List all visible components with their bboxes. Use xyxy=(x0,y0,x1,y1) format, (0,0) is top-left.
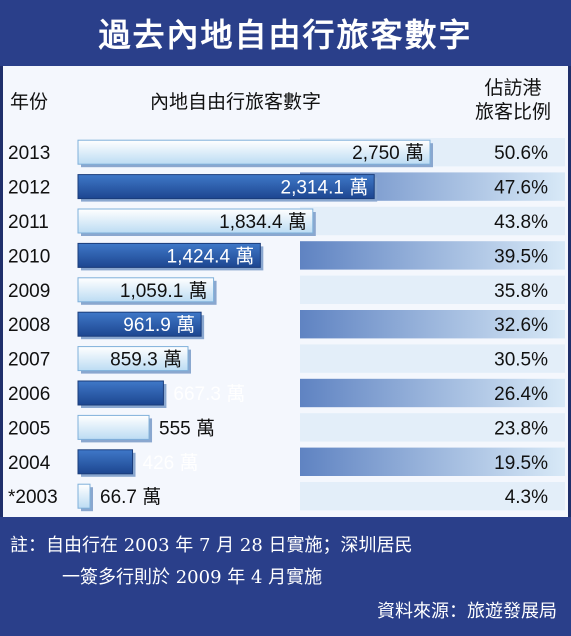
value-label: 1,059.1 萬 xyxy=(120,280,208,302)
bar xyxy=(77,346,189,372)
share-label: 35.8% xyxy=(494,281,548,302)
bar xyxy=(77,174,375,200)
year-label: 2005 xyxy=(8,418,50,439)
bar xyxy=(77,242,261,268)
bar xyxy=(77,277,215,303)
value-label: 2,750 萬 xyxy=(352,142,424,164)
year-label: 2007 xyxy=(8,350,50,371)
share-band xyxy=(300,310,565,339)
year-label: 2013 xyxy=(8,143,50,164)
share-band xyxy=(300,344,565,373)
value-label: 2,314.1 萬 xyxy=(281,177,369,199)
share-band xyxy=(300,447,565,476)
share-label: 23.8% xyxy=(494,418,548,439)
bar xyxy=(77,483,91,509)
value-label: 859.3 萬 xyxy=(110,349,182,371)
year-label: 2012 xyxy=(8,178,50,199)
value-label: 426 萬 xyxy=(143,452,199,474)
share-band xyxy=(300,378,565,408)
share-band xyxy=(300,482,565,511)
chart-title: 過去內地自由行旅客數字 xyxy=(0,0,571,66)
bar xyxy=(77,139,431,165)
share-column-header: 佔訪港 旅客比例 xyxy=(463,70,563,130)
year-label: 2008 xyxy=(8,315,50,336)
share-band xyxy=(300,241,565,270)
year-label: 2006 xyxy=(8,384,50,405)
share-label: 39.5% xyxy=(494,246,548,267)
bar xyxy=(77,449,134,475)
source-credit: 資料來源：旅遊發展局 xyxy=(377,601,557,622)
bar xyxy=(77,380,164,406)
visitors-column-header: 內地自由行旅客數字 xyxy=(150,90,322,113)
bar xyxy=(77,311,202,337)
year-label: 2009 xyxy=(8,281,50,302)
share-band xyxy=(300,275,565,304)
bar xyxy=(77,414,150,440)
share-label: 47.6% xyxy=(494,178,548,199)
value-label: 66.7 萬 xyxy=(100,486,161,508)
share-label: 19.5% xyxy=(494,453,548,474)
note-line-2: 一簽多行則於 2009 年 4 月實施 xyxy=(62,567,323,588)
share-band xyxy=(300,206,565,236)
share-label: 32.6% xyxy=(494,315,548,336)
value-label: 961.9 萬 xyxy=(123,314,195,336)
share-band xyxy=(300,413,565,442)
bar xyxy=(77,208,314,234)
share-label: 43.8% xyxy=(494,212,548,233)
notes-panel: 註：自由行在 2003 年 7 月 28 日實施；深圳居民 一簽多行則於 200… xyxy=(0,517,571,636)
value-label: 667.3 萬 xyxy=(173,383,245,405)
share-label: 30.5% xyxy=(494,350,548,371)
value-label: 1,834.4 萬 xyxy=(219,211,307,233)
share-header-line1: 佔訪港 xyxy=(484,77,542,99)
year-label: 2010 xyxy=(8,246,50,267)
share-label: 26.4% xyxy=(494,384,548,405)
value-label: 1,424.4 萬 xyxy=(167,245,255,267)
share-label: 4.3% xyxy=(505,487,548,508)
value-label: 555 萬 xyxy=(159,417,215,439)
year-label: 2004 xyxy=(8,453,51,474)
share-label: 50.6% xyxy=(494,143,548,164)
year-label: *2003 xyxy=(8,487,58,508)
year-column-header: 年份 xyxy=(10,90,49,113)
share-header-line2: 旅客比例 xyxy=(474,101,551,123)
note-line-1: 註：自由行在 2003 年 7 月 28 日實施；深圳居民 xyxy=(10,535,413,556)
year-label: 2011 xyxy=(8,212,49,233)
